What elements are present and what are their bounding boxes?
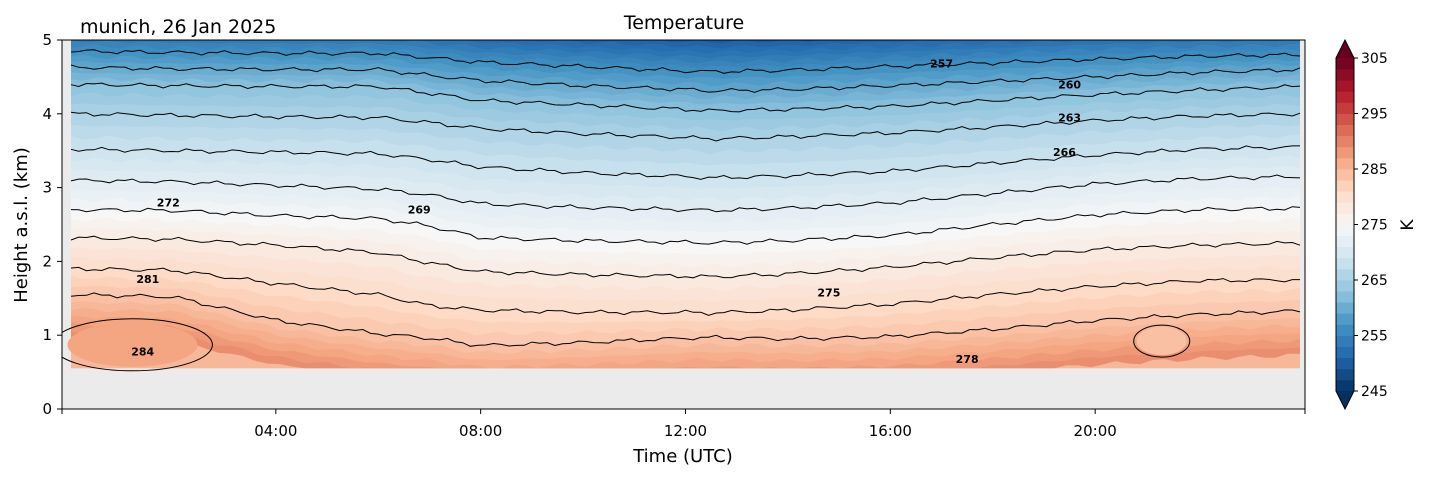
x-tick-label: 12:00 [664,422,707,440]
x-tick-label: 16:00 [869,422,912,440]
y-tick-label: 1 [42,326,52,344]
colorbar-segment [1336,102,1354,114]
colorbar-segment [1336,213,1354,225]
colorbar-segment [1336,357,1354,370]
colorbar-segment [1336,379,1354,392]
x-axis-label: Time (UTC) [632,446,733,467]
contour-label-257: 257 [930,58,953,71]
colorbar-segment [1336,368,1354,381]
y-tick-label: 2 [42,252,52,270]
contour-label-281: 281 [136,273,159,286]
x-tick-label: 04:00 [254,422,297,440]
contour-label-284: 284 [131,345,154,358]
isotherm-272 [70,174,1301,213]
temperature-field [62,40,1305,409]
y-tick-label: 5 [42,31,52,49]
colorbar-segment [1336,91,1354,103]
colorbar-segment [1336,346,1354,359]
y-axis-label: Height a.s.l. (km) [11,147,32,303]
colorbar-tick-label: 275 [1361,218,1388,234]
isotherm-284 [70,292,1301,347]
colorbar-ticks: 245 255 265 275 285 295 305 [1354,51,1388,400]
colorbar-segment [1336,180,1354,192]
chart-title: Temperature [623,12,744,34]
colorbar-segment [1336,302,1354,314]
colorbar-segment [1336,280,1354,292]
colorbar-segment [1336,224,1354,236]
isotherm-257 [70,49,1301,74]
contour-label-260: 260 [1058,78,1081,91]
no-data-region [62,368,1305,409]
contour-label-266: 266 [1053,146,1076,159]
colorbar-extend-max [1336,40,1354,58]
colorbar-segment [1336,202,1354,214]
colorbar-tick-label: 255 [1361,329,1388,345]
colorbar-tick-label: 265 [1361,273,1388,289]
colorbar-tick-label: 285 [1361,162,1388,178]
colorbar-segment [1336,235,1354,248]
colorbar-segment [1336,135,1354,148]
colorbar-segment [1336,291,1354,303]
colorbar-tick-label: 245 [1361,384,1388,400]
y-tick-label: 3 [42,179,52,197]
colorbar-segment [1336,69,1354,81]
field-band-251 [628,40,858,44]
colorbar-segment [1336,113,1354,125]
contour-label-275: 275 [817,286,840,299]
contour-label-278: 278 [956,353,979,366]
isotherm-278 [70,235,1301,279]
colorbar-segments [1336,40,1354,409]
x-tick-label: 20:00 [1074,422,1117,440]
colorbar-segment [1336,335,1354,347]
colorbar-segment [1336,324,1354,336]
isotherm-266 [70,111,1301,142]
warm-core-contour [62,318,213,372]
x-axis: 04:00 08:00 12:00 16:00 20:00 [61,409,1306,440]
colorbar-segment [1336,157,1354,170]
isotherm-260 [70,64,1301,93]
contour-labels: 257 260 263 266 269 272 275 278 281 284 [131,58,1081,366]
isotherm-275 [70,206,1301,245]
isotherm-contours [62,49,1301,372]
contour-label-272: 272 [157,196,180,209]
isotherm-263 [70,82,1301,113]
isotherm-281 [70,266,1300,316]
colorbar-segment [1336,146,1354,159]
field-band-252 [498,40,950,49]
y-tick-label: 0 [42,400,52,418]
warm-core-fill [67,322,198,367]
colorbar-segment [1336,80,1354,92]
colorbar-segment [1336,313,1354,325]
plot-area: 257 260 263 266 269 272 275 278 281 284 [61,39,1306,410]
colorbar: 245 255 265 275 285 295 305 K [1335,38,1418,411]
contour-label-269: 269 [408,204,431,217]
colorbar-segment [1336,268,1354,281]
contour-label-263: 263 [1058,111,1081,124]
y-axis: 0 1 2 3 4 5 [42,31,62,418]
y-tick-label: 4 [42,105,52,123]
plot-frame [61,39,1306,410]
colorbar-tick-label: 305 [1361,51,1388,67]
x-tick-label: 08:00 [459,422,502,440]
location-date-label: munich, 26 Jan 2025 [80,16,276,38]
warm-core-contour [1133,324,1191,358]
colorbar-segment [1336,169,1354,181]
colorbar-label: K [1398,219,1418,231]
colorbar-segment [1336,246,1354,259]
colorbar-segment [1336,124,1354,137]
colorbar-segment [1336,58,1354,70]
colorbar-extend-min [1336,391,1354,409]
warm-core-fill [1136,327,1187,356]
colorbar-segment [1336,191,1354,203]
colorbar-segment [1336,257,1354,270]
colorbar-tick-label: 295 [1361,107,1388,123]
isotherm-269 [70,145,1300,180]
